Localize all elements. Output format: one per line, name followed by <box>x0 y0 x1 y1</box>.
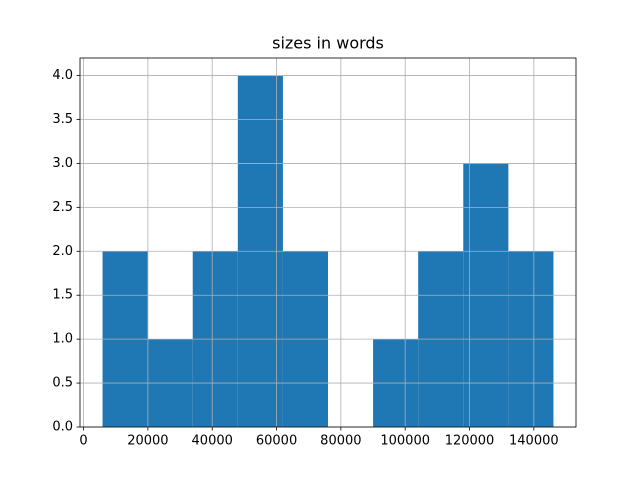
x-tick-label: 20000 <box>127 434 168 449</box>
y-tick-label: 0.5 <box>52 376 73 391</box>
y-tick-label: 1.0 <box>52 332 73 347</box>
x-tick-label: 120000 <box>445 434 495 449</box>
y-tick-label: 3.0 <box>52 156 73 171</box>
y-tick-label: 3.5 <box>52 112 73 127</box>
plot-frame <box>79 57 577 428</box>
y-tick-label: 0.0 <box>52 420 73 435</box>
y-tick-label: 2.5 <box>52 200 73 215</box>
x-tick-label: 60000 <box>256 434 297 449</box>
y-tick-label: 2.0 <box>52 244 73 259</box>
y-tick-label: 4.0 <box>52 68 73 83</box>
y-tick-label: 1.5 <box>52 288 73 303</box>
x-tick-label: 0 <box>79 434 87 449</box>
x-tick-label: 140000 <box>509 434 559 449</box>
chart-title: sizes in words <box>272 34 384 53</box>
x-tick-label: 40000 <box>192 434 233 449</box>
x-tick-label: 100000 <box>380 434 430 449</box>
x-tick-label: 80000 <box>320 434 361 449</box>
